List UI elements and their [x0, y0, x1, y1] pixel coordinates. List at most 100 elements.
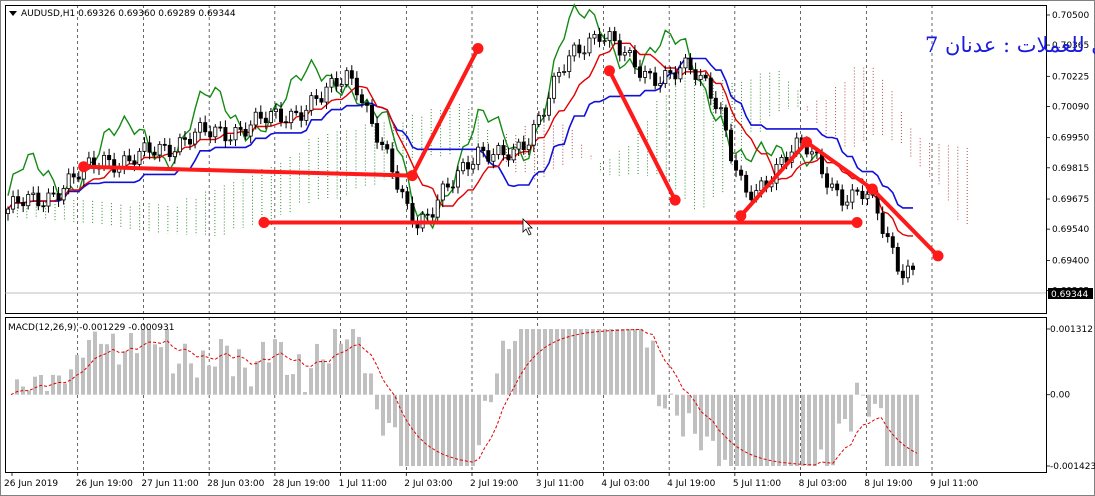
candle-body	[172, 151, 177, 158]
candle-body	[21, 202, 26, 207]
candle-body	[683, 57, 688, 69]
candle-body	[390, 148, 395, 173]
macd-bar	[771, 394, 775, 466]
macd-bar	[537, 329, 541, 395]
candle-body	[137, 150, 142, 165]
candle-body	[309, 95, 314, 111]
candle-body	[182, 137, 187, 140]
macd-bar	[729, 394, 733, 466]
candle-body	[339, 84, 344, 87]
macd-bar	[675, 394, 679, 416]
candle-body	[354, 77, 359, 96]
macd-bar	[327, 363, 331, 395]
macd-bar	[243, 367, 247, 395]
dropdown-arrow-icon[interactable]	[9, 11, 17, 16]
macd-bar	[807, 394, 811, 466]
candle-body	[825, 173, 830, 188]
macd-bar	[639, 329, 643, 395]
candle-body	[440, 183, 445, 201]
macd-bar	[51, 374, 55, 395]
macd-bar	[87, 339, 91, 395]
x-tick-label: 3 Jul 11:00	[536, 479, 585, 489]
candle-body	[177, 137, 182, 153]
candle-body	[66, 173, 71, 189]
y-tick-label: 0.70225	[1052, 72, 1089, 82]
candle-body	[152, 151, 157, 156]
macd-bar	[753, 394, 757, 466]
candle-body	[132, 160, 137, 165]
macd-bar	[561, 329, 565, 395]
macd-bar	[705, 394, 709, 437]
x-tick-label: 26 Jun 19:00	[76, 479, 133, 489]
macd-bar	[609, 329, 613, 395]
macd-bar	[219, 339, 223, 395]
macd-bar	[279, 341, 283, 395]
candle-body	[26, 194, 31, 207]
x-tick-label: 5 Jul 11:00	[733, 479, 782, 489]
candle-body	[385, 144, 390, 150]
candle-body	[51, 192, 56, 195]
macd-bar	[603, 329, 607, 395]
macd-bar	[513, 340, 517, 395]
candle-body	[248, 124, 253, 137]
candle-body	[213, 126, 218, 138]
candle-body	[536, 115, 541, 125]
macd-bar	[591, 329, 595, 395]
trendline	[738, 140, 809, 218]
macd-bar	[663, 394, 667, 409]
macd-bar	[303, 391, 307, 395]
mouse-cursor-icon	[522, 218, 533, 236]
macd-bar	[903, 394, 907, 466]
candle-body	[380, 141, 385, 145]
macd-bar	[525, 329, 529, 395]
macd-bar	[723, 394, 727, 460]
candle-body	[663, 70, 668, 85]
macd-bar	[381, 394, 385, 436]
candle-body	[11, 196, 16, 210]
macd-bar	[153, 344, 157, 395]
macd-bar	[273, 339, 277, 395]
candle-body	[627, 50, 632, 54]
macd-histogram	[15, 329, 919, 466]
candle-body	[228, 139, 233, 142]
candle-body	[263, 117, 268, 123]
macd-bar	[195, 377, 199, 395]
macd-bar	[795, 394, 799, 466]
candle-body	[637, 66, 642, 78]
macd-bar	[507, 349, 511, 395]
macd-bar	[423, 394, 427, 466]
trendline-anchor	[801, 136, 813, 148]
macd-bar	[81, 357, 85, 395]
macd-bar	[45, 390, 49, 395]
macd-bar	[741, 394, 745, 466]
trendlines	[78, 42, 944, 262]
candle-body	[294, 110, 299, 114]
candle-body	[218, 126, 223, 129]
candle-body	[860, 190, 865, 200]
macd-bar	[585, 329, 589, 395]
macd-bar	[135, 353, 139, 395]
macd-bar	[681, 394, 685, 437]
candle-body	[880, 212, 885, 234]
candle-body	[592, 34, 597, 39]
macd-bar	[483, 394, 487, 401]
main-panel	[5, 5, 1047, 314]
macd-bar	[183, 343, 187, 395]
macd-bar	[177, 363, 181, 395]
macd-bar	[693, 394, 697, 434]
macd-bar	[627, 329, 631, 395]
macd-bar	[429, 394, 433, 466]
candle-body	[688, 57, 693, 71]
macd-bar	[669, 393, 673, 395]
candle-body	[364, 102, 369, 106]
macd-bar	[165, 329, 169, 395]
macd-bar	[117, 364, 121, 395]
macd-title: MACD(12,26,9) -0.001229 -0.000931	[8, 323, 174, 333]
trendline-anchor	[406, 170, 418, 182]
price-axis: 0.70500 0.70365 0.70225 0.70090 0.69950 0.698…	[1046, 11, 1089, 297]
macd-bar	[333, 329, 337, 395]
candle-body	[334, 77, 339, 87]
candle-body	[162, 143, 167, 146]
candle-body	[157, 143, 162, 156]
candle-body	[324, 86, 329, 103]
